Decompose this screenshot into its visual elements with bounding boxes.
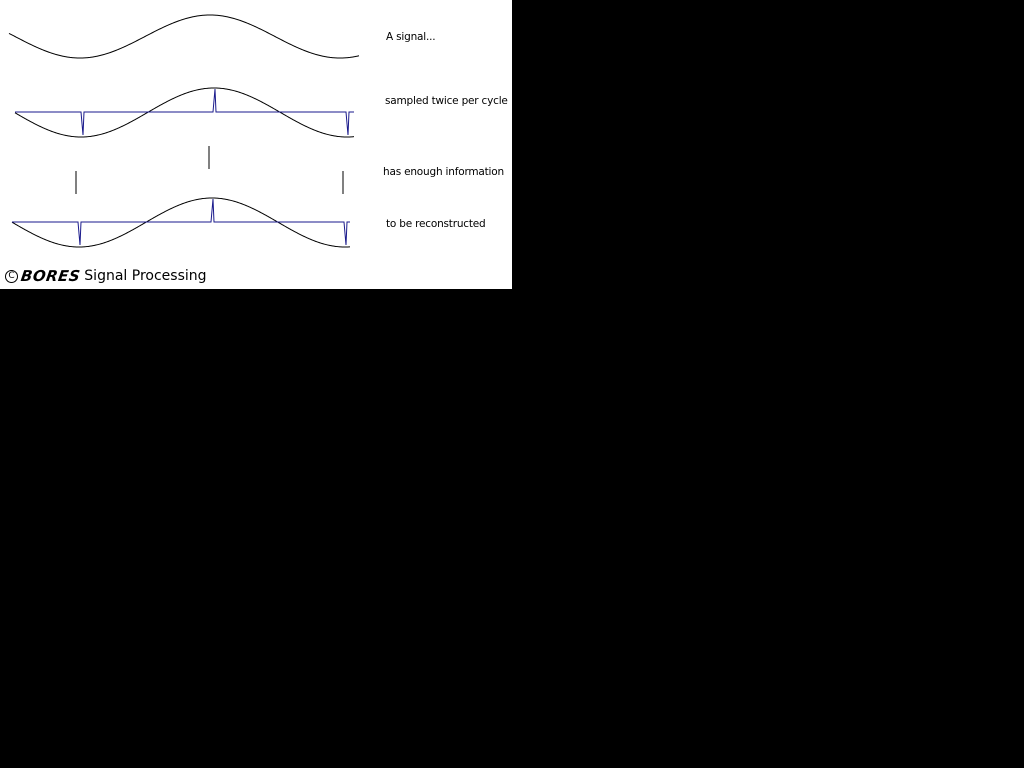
sample-impulses-row	[75, 146, 344, 194]
sample-trace-line	[12, 198, 350, 246]
sampling-diagram	[8, 14, 360, 248]
original-signal-wave	[8, 14, 360, 59]
logo-brand: BORES	[19, 267, 82, 285]
sampled-row	[14, 87, 355, 138]
caption-signal: A signal...	[386, 31, 436, 43]
copyright-icon: C	[5, 269, 18, 283]
figure-panel: A signal... sampled twice per cycle has …	[0, 0, 512, 289]
reconstruction-trace	[12, 198, 350, 246]
caption-reconstructed: to be reconstructed	[386, 218, 486, 230]
signal-curve	[11, 197, 351, 248]
logo-text: Signal Processing	[84, 268, 207, 284]
reconstructed-signal-wave	[11, 197, 351, 248]
signal-curve	[8, 14, 360, 59]
sampled-signal-wave	[14, 87, 355, 138]
sample-trace	[15, 88, 354, 136]
sample-trace-line	[15, 88, 354, 136]
caption-sampled: sampled twice per cycle	[385, 95, 508, 107]
reconstructed-row	[11, 197, 351, 248]
signal-curve	[14, 87, 355, 138]
caption-information: has enough information	[383, 166, 504, 178]
bores-logo: C BORES Signal Processing	[5, 266, 207, 286]
